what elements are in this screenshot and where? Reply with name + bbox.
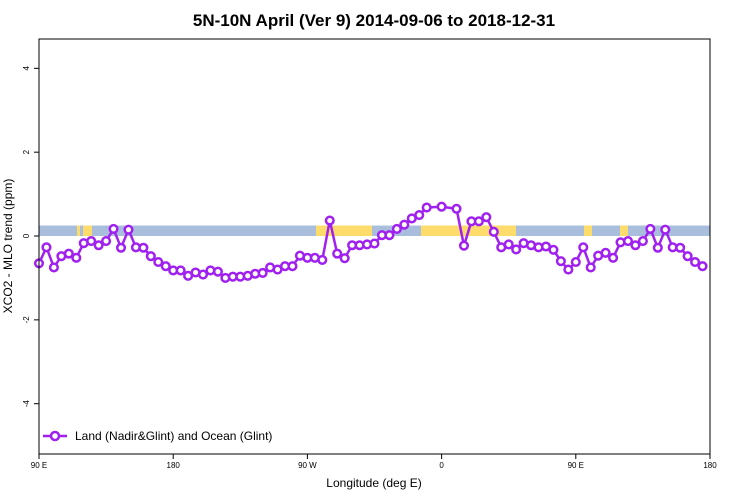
land-segment [77,225,80,237]
data-point [71,252,82,263]
data-point [123,224,134,235]
data-point [48,262,59,273]
land-segment [316,225,372,237]
land-segment [584,225,592,237]
data-point [600,247,611,258]
data-point [115,242,127,253]
data-point [690,256,701,268]
land-ocean-band [39,225,710,237]
x-tick-label: 180 [167,461,181,470]
data-point [160,261,171,272]
data-point [675,242,686,253]
data-point [563,264,574,275]
data-point [578,242,589,253]
y-tick-label: 2 [22,149,31,154]
chart-title: 5N-10N April (Ver 9) 2014-09-06 to 2018-… [193,11,555,30]
data-point [436,201,447,212]
y-tick-label: 0 [22,233,31,238]
data-point [585,262,596,273]
x-tick-label: 0 [439,461,444,470]
data-point [608,252,619,263]
x-tick-label: 180 [703,461,717,470]
data-point [660,224,671,235]
data-point [384,230,395,241]
data-point [645,223,656,234]
data-point [153,256,164,268]
data-point [555,256,566,267]
data-point [652,242,663,253]
data-point [391,223,402,234]
data-point [317,254,328,265]
land-segment [620,225,628,237]
data-point [138,242,149,253]
data-point [622,236,634,247]
x-tick-label: 90 W [298,461,317,470]
data-point [324,215,335,226]
data-point [414,210,425,221]
data-point [93,240,104,251]
data-point [287,261,298,272]
data-point [339,253,350,264]
data-point [175,265,186,276]
data-point [145,251,156,262]
data-point [212,266,223,277]
data-point [108,223,119,234]
data-point [257,267,268,278]
x-axis-label: Longitude (deg E) [326,476,421,490]
data-point [630,240,641,251]
data-point [503,239,514,250]
legend-marker [49,430,61,442]
data-point [458,240,470,251]
x-tick-label: 90 E [568,461,584,470]
ocean-band [39,225,710,237]
y-tick-label: -4 [22,400,31,408]
x-axis: 90 E 180 90 W 0 90 E 180 [31,454,717,470]
y-axis: 4 2 0 -2 -4 [22,66,39,408]
data-point [197,269,209,280]
legend: Land (Nadir&Glint) and Ocean (Glint) [43,429,272,443]
data-point [369,238,380,249]
data-point [332,248,343,259]
land-segment [83,225,92,237]
data-point [488,226,499,237]
data-point [697,261,708,272]
data-point [399,219,410,230]
data-point [511,244,522,255]
x-tick-label: 90 E [31,461,47,470]
data-point [421,202,432,213]
data-point [570,256,581,268]
data-point [473,216,484,227]
data-point [41,242,52,253]
series-layer [33,201,708,283]
data-point [682,251,693,262]
data-point [101,236,112,247]
data-point [548,244,559,255]
y-tick-label: 4 [22,66,31,71]
plot-frame [38,38,711,455]
data-point [637,236,648,247]
data-point [63,248,74,259]
data-point [481,212,492,223]
data-point [86,236,97,247]
y-axis-label: XCO2 - MLO trend (ppm) [1,179,15,314]
data-point [451,203,462,214]
y-tick-label: -2 [22,316,31,324]
legend-label: Land (Nadir&Glint) and Ocean (Glint) [75,429,272,443]
